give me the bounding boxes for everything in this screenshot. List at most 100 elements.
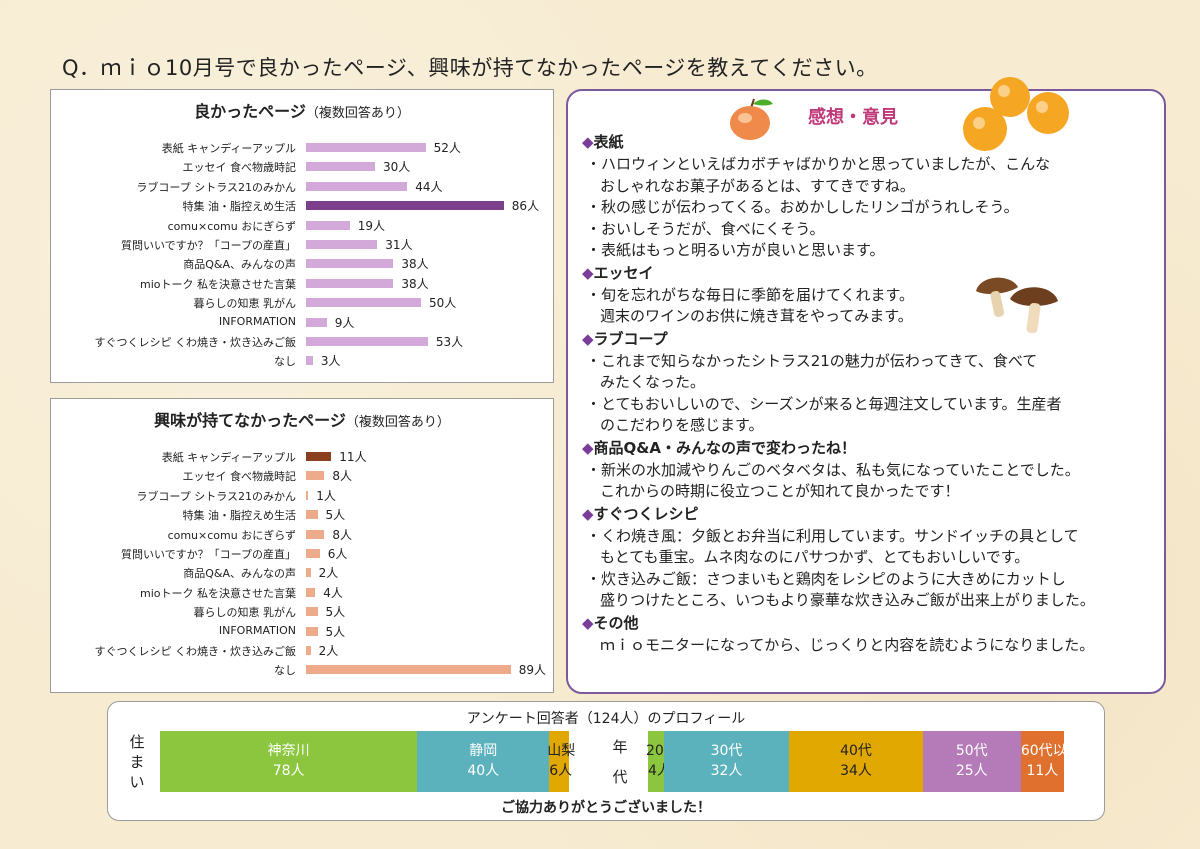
bar-row: INFORMATION 9人 xyxy=(51,313,553,332)
bar-value-label: 8人 xyxy=(332,527,353,542)
profile-segment: 40代 34人 xyxy=(789,731,923,792)
segment-count: 78人 xyxy=(272,763,305,779)
bar-row: mioトーク 私を決意させた言葉 4人 xyxy=(51,583,553,602)
comment-line: みたくなった。 xyxy=(600,373,706,391)
comment-line: これからの時期に役立つことが知れて良かったです！ xyxy=(600,482,960,500)
bar-value-label: 30人 xyxy=(383,160,411,175)
comments-title: 感想・意見 xyxy=(808,107,898,128)
profile-segment: 20代 4人 xyxy=(646,731,678,792)
age-label: 年代 xyxy=(612,738,628,786)
bar-category-label: 質問いいですか？「コープの産直」 xyxy=(120,239,296,252)
bar xyxy=(306,665,511,675)
bar-category-label: 特集 油・脂控えめ生活 xyxy=(182,509,297,523)
comment-line: ・旬を忘れがちな毎日に季節を届けてくれます。 xyxy=(586,285,915,304)
bar-value-label: 52人 xyxy=(433,141,461,155)
bar-value-label: 19人 xyxy=(357,218,385,233)
bar xyxy=(306,356,313,366)
bar xyxy=(306,626,318,636)
segment-name: 50代 xyxy=(955,743,988,759)
comment-line: ・おいしそうだが、食べにくそう。 xyxy=(586,219,825,238)
bar xyxy=(306,259,394,269)
segment-name: 40代 xyxy=(840,743,872,759)
comment-line: ・ハロウィンといえばカボチャばかりかと思っていましたが、こんな xyxy=(586,155,1051,173)
bar-row: 特集 油・脂控えめ生活 5人 xyxy=(51,505,553,524)
apple-icon xyxy=(730,98,773,140)
bar-category-label: INFORMATION xyxy=(218,623,296,637)
bar-category-label: ラブコープ シトラス21のみかん xyxy=(136,489,296,503)
comment-section-heading: ◆その他 xyxy=(582,613,639,632)
bar xyxy=(306,240,378,249)
bar-value-label: 5人 xyxy=(325,508,346,523)
bar-row: 特集 油・脂控えめ生活 86人 xyxy=(51,196,553,215)
profile-title: アンケート回答者（124人）のプロフィール xyxy=(466,711,746,727)
segment-name: 山梨 xyxy=(547,743,576,759)
bar-row: なし 3人 xyxy=(51,351,553,370)
bad-pages-chart: 興味が持てなかったページ（複数回答あり） 表紙 キャンディーアップル 11人 エッセ… xyxy=(50,398,554,693)
segment-name: 30代 xyxy=(710,743,743,759)
mushroom-icon xyxy=(976,277,1058,334)
segment-name: 静岡 xyxy=(469,743,498,759)
bar xyxy=(306,471,325,481)
bar-row: 質問いいですか？「コープの産直」 6人 xyxy=(51,544,553,563)
orange-icon xyxy=(963,77,1069,151)
bar-row: comu×comu おにぎらず 8人 xyxy=(51,525,553,544)
bar-value-label: 31人 xyxy=(385,238,413,252)
bar-category-label: 表紙 キャンディーアップル xyxy=(161,142,296,155)
bar-value-label: 6人 xyxy=(327,547,348,561)
bar-category-label: INFORMATION xyxy=(218,314,296,328)
bar-row: すぐつくレシピ くわ焼き・炊き込みご飯 53人 xyxy=(51,332,553,351)
bar xyxy=(306,510,318,520)
bar-row: 商品Q&A、みんなの声 38人 xyxy=(51,254,553,273)
bar xyxy=(306,452,332,461)
comment-line: のこだわりを感じます。 xyxy=(600,416,764,434)
bar-row: ラブコープ シトラス21のみかん 44人 xyxy=(51,177,553,196)
bar xyxy=(306,143,426,152)
comment-line: ・これまで知らなかったシトラス21の魅力が伝わってきて、食べて xyxy=(586,351,1038,370)
bar xyxy=(306,337,428,346)
bar-row: なし 89人 xyxy=(51,660,553,679)
bar-category-label: すぐつくレシピ くわ焼き・炊き込みご飯 xyxy=(94,645,297,658)
bar xyxy=(306,607,318,617)
bar-category-label: ラブコープ シトラス21のみかん xyxy=(136,180,296,194)
profile-segment: 50代 25人 xyxy=(922,731,1021,792)
respondent-profile: アンケート回答者（124人）のプロフィール 住まい 神奈川 78人 静岡 40人 山梨 6… xyxy=(107,701,1105,821)
comment-line: ・くわ焼き風：夕飯とお弁当に利用しています。サンドイッチの具として xyxy=(586,526,1079,545)
bar-category-label: すぐつくレシピ くわ焼き・炊き込みご飯 xyxy=(94,336,297,349)
bar-value-label: 11人 xyxy=(339,450,367,464)
bar-value-label: 2人 xyxy=(318,566,339,581)
comment-line: ・表紙はもっと明るい方が良いと思います。 xyxy=(586,241,885,259)
bar-row: 表紙 キャンディーアップル 11人 xyxy=(51,447,553,466)
comment-line: 週末のワインのお供に焼き茸をやってみます。 xyxy=(600,307,913,325)
bar-category-label: なし xyxy=(274,664,296,678)
bar-value-label: 50人 xyxy=(429,296,457,311)
bar-row: 暮らしの知恵 乳がん 5人 xyxy=(51,602,553,621)
segment-count: 25人 xyxy=(955,763,988,779)
comment-section-heading: ◆商品Q&A・みんなの声で変わったね！ xyxy=(582,438,856,457)
bar-category-label: エッセイ 食べ物歳時記 xyxy=(182,161,297,175)
bar-value-label: 9人 xyxy=(334,315,355,330)
bad-chart-title-row: 興味が持てなかったページ（複数回答あり） xyxy=(51,407,553,431)
profile-segment: 30代 32人 xyxy=(663,731,790,792)
bar-row: ラブコープ シトラス21のみかん 1人 xyxy=(51,486,553,505)
bar-row: comu×comu おにぎらず 19人 xyxy=(51,216,553,235)
bad-chart-subtitle: （複数回答あり） xyxy=(345,415,450,430)
bar xyxy=(306,220,350,230)
comment-line: 盛りつけたところ、いつもより豪華な炊き込みご飯が出来上がりました。 xyxy=(600,591,1095,609)
bar-value-label: 5人 xyxy=(325,605,346,620)
bar xyxy=(306,568,311,578)
comment-section-heading: ◆エッセイ xyxy=(582,263,654,282)
bar-value-label: 5人 xyxy=(325,624,346,639)
comment-section-heading: ◆表紙 xyxy=(582,133,624,151)
bar-category-label: 特集 油・脂控えめ生活 xyxy=(182,200,297,214)
bar-category-label: mioトーク 私を決意させた言葉 xyxy=(140,277,296,291)
bar-value-label: 3人 xyxy=(320,354,341,369)
comment-line: ・新米の水加減やりんごのベタベタは、私も気になっていたことでした。 xyxy=(586,460,1080,479)
bar-value-label: 4人 xyxy=(323,585,343,600)
segment-count: 6人 xyxy=(549,763,573,779)
bar-value-label: 53人 xyxy=(435,335,464,349)
bar-row: エッセイ 食べ物歳時記 30人 xyxy=(51,157,553,176)
bar-category-label: 表紙 キャンディーアップル xyxy=(161,451,296,464)
bar-row: mioトーク 私を決意させた言葉 38人 xyxy=(51,274,553,293)
segment-name: 60代以上 xyxy=(1020,743,1081,759)
segment-count: 4人 xyxy=(648,763,671,779)
